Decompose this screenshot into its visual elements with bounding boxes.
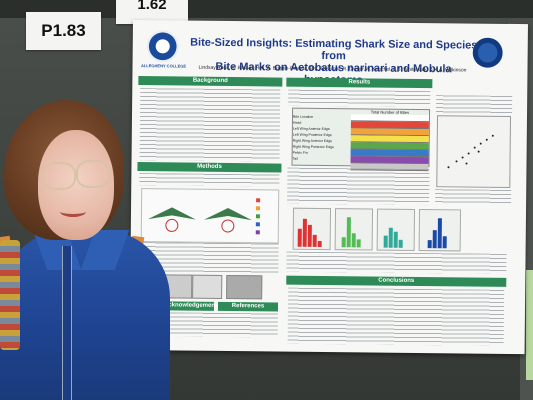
section-methods-heading: Methods: [137, 162, 282, 173]
results-text: [288, 89, 431, 108]
section-references-heading: References: [217, 301, 279, 312]
section-conclusions-heading: Conclusions: [286, 275, 507, 287]
results-text-3: [286, 251, 507, 274]
chart-blue-histogram: [418, 209, 462, 252]
conclusions-text: [287, 287, 505, 346]
lanyard: [62, 246, 72, 400]
section-results-heading: Results: [286, 77, 433, 89]
chart-teal-histogram: [376, 208, 416, 251]
glasses-left-lens: [42, 162, 76, 190]
table-row-labels: Bite Location Head Left Wing Anterior Ed…: [292, 114, 351, 171]
left-logo-text: ALLEGHENY COLLEGE: [140, 63, 187, 69]
bite-photo-3: [226, 274, 263, 300]
ray-bite-location-diagram: [140, 188, 280, 244]
references-text: [163, 312, 278, 338]
ray-diagram-svg: [147, 198, 261, 235]
research-poster: ALLEGHENY COLLEGE Bite-Sized Insights: E…: [129, 20, 528, 355]
allegheny-college-logo: [146, 30, 179, 63]
poster-number-card: P1.83: [26, 12, 101, 50]
background-text: [139, 88, 281, 162]
strap-pins: [0, 240, 20, 350]
table-color-cells: [350, 114, 430, 172]
bite-photo-2: [192, 274, 223, 299]
smile: [60, 206, 86, 217]
methods-text: [139, 173, 280, 187]
glasses-right-lens: [76, 160, 110, 188]
chart-red-histogram: [292, 207, 332, 251]
scatter-plot: [436, 115, 512, 188]
right-column-text-2: [435, 189, 512, 204]
poster-title-line1: Bite-Sized Insights: Estimating Shark Si…: [190, 36, 478, 63]
table-row-label: Tail: [292, 156, 298, 161]
adjacent-poster-edge: [526, 270, 533, 380]
results-text-2: [287, 167, 430, 206]
section-background-heading: Background: [138, 76, 283, 87]
right-column-text: [436, 95, 513, 114]
chart-green-histogram: [334, 208, 374, 251]
section-acknowledgements-heading: Acknowledgements: [163, 301, 221, 311]
bite-location-table: Total Number of Bites Bite Location Head…: [291, 107, 431, 172]
